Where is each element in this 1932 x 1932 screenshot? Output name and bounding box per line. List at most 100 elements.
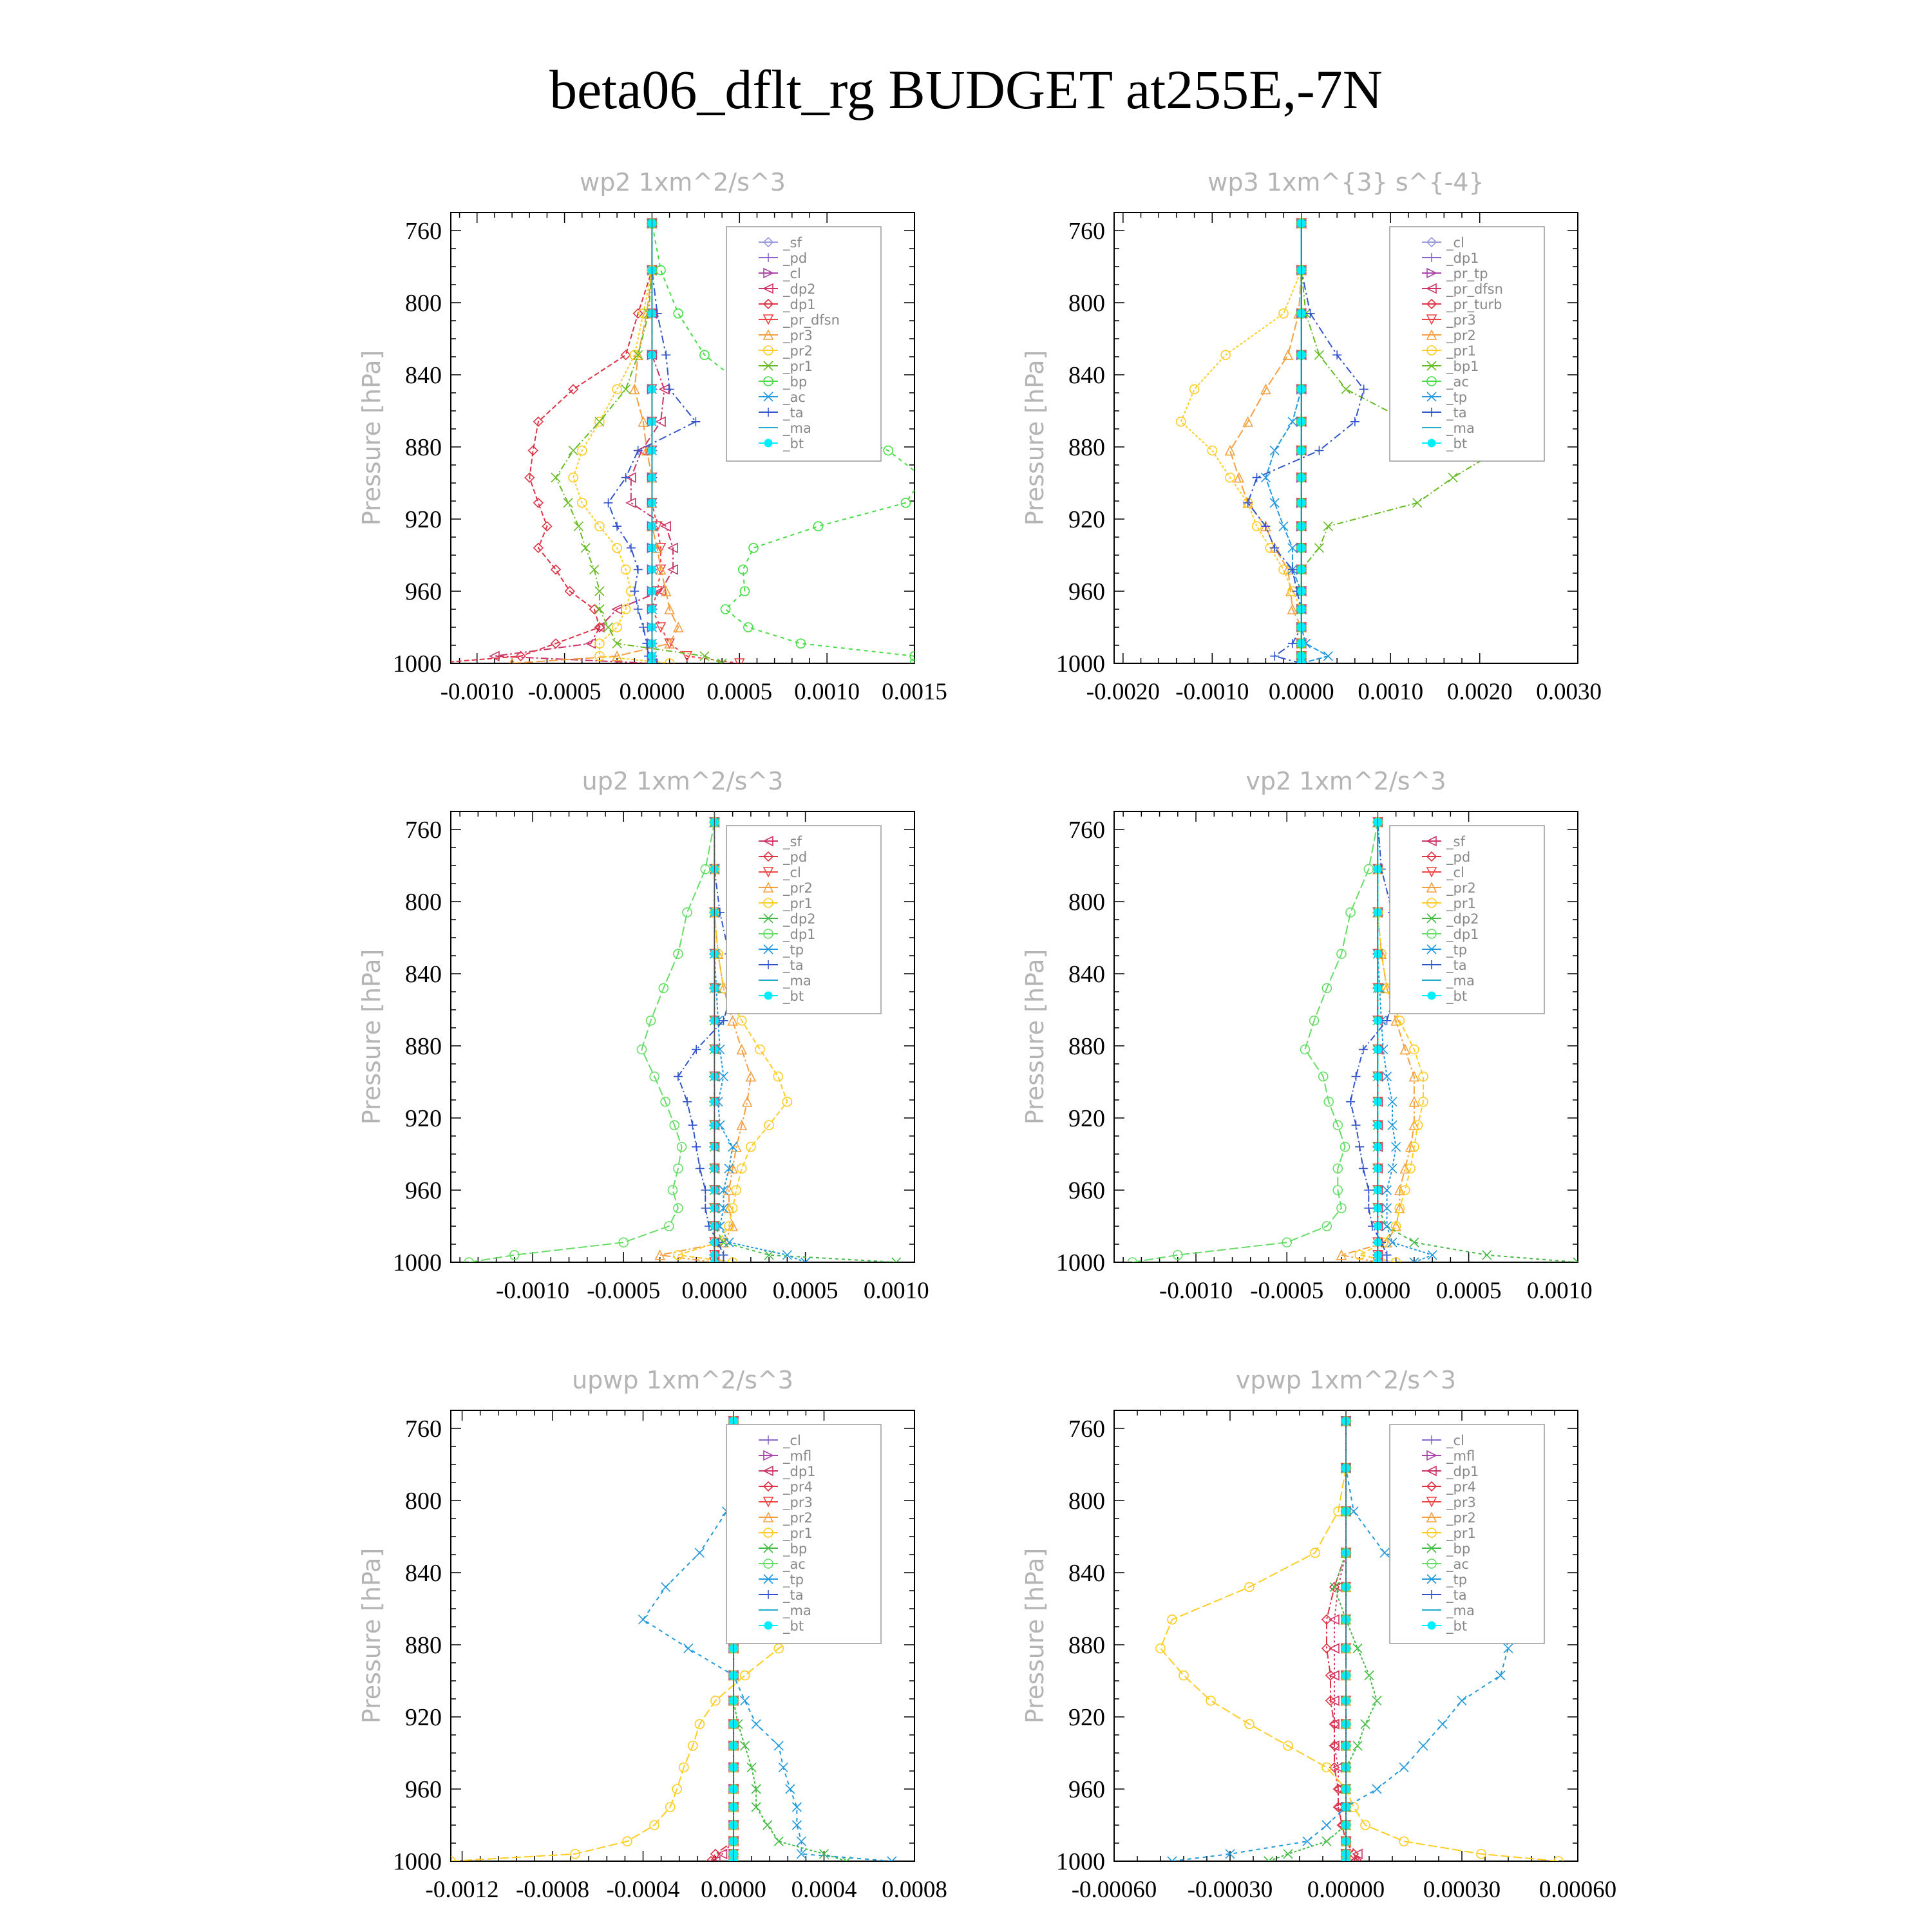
series-tp-point [1302, 1836, 1312, 1846]
series-pr2-point [1242, 416, 1253, 427]
legend: _sf_pd_cl_pr2_pr1_dp2_dp1_tp_ta_ma_bt [1389, 825, 1545, 1014]
legend-ma-label: _ma [782, 973, 811, 989]
legend-dp1-marker [762, 1465, 773, 1477]
series-tp-point [773, 1741, 784, 1751]
legend-mfl-marker [763, 1450, 774, 1461]
series-ta-point [665, 384, 674, 394]
series-pr2-point [568, 472, 578, 483]
y-axis-label: Pressure [hPa] [357, 949, 386, 1125]
series-pr3-point [660, 585, 672, 596]
series-bp1-point [1323, 521, 1333, 531]
series-pr-dfsn-point [655, 622, 667, 633]
x-tick-label: 0.0005 [706, 679, 772, 705]
series-ta-point [691, 417, 701, 426]
series-pr4-point [1329, 1719, 1340, 1730]
legend-sf-marker [1426, 835, 1437, 847]
legend-bt-label: _bt [782, 1618, 804, 1634]
series-bp-point [762, 1820, 773, 1830]
y-tick-label: 760 [1068, 817, 1105, 844]
series-pr1-point [1244, 1582, 1255, 1593]
legend-cl-marker [763, 267, 774, 279]
legend-dp1-marker [1426, 1465, 1437, 1477]
series-dp2-point [667, 564, 678, 575]
series-bp-point [746, 1762, 757, 1772]
series-ta-point [626, 543, 636, 553]
series-bp-point [751, 1802, 761, 1812]
series-tp-point [718, 1203, 729, 1213]
series-pr-dfsn-point [734, 658, 745, 663]
legend-dp1-label: _dp1 [782, 927, 816, 943]
series-bp-point [1321, 1836, 1332, 1846]
legend-pr1-label: _pr1 [1446, 896, 1476, 912]
legend-dp1-label: _dp1 [1446, 251, 1479, 267]
series-pr2-point [576, 497, 587, 508]
x-tick-label: 0.00000 [1307, 1877, 1385, 1903]
y-tick-label: 800 [1068, 1488, 1105, 1515]
legend-ma-label: _ma [1446, 1603, 1475, 1619]
series-ta-point [1243, 498, 1253, 507]
legend-ta-label: _ta [782, 958, 804, 974]
series-tp-point [1287, 543, 1298, 553]
series-pr1-point [673, 1250, 683, 1260]
legend-bp-marker [763, 1543, 773, 1553]
series-ta-point [683, 1097, 692, 1106]
series-pr1-point [1399, 1836, 1409, 1846]
x-tick-label: 0.0030 [1536, 679, 1602, 705]
series-tp-point [740, 1696, 750, 1706]
series-pr1-point [710, 1696, 721, 1706]
series-pr2-point [745, 1070, 757, 1082]
series-pr2-point [1336, 1249, 1347, 1260]
series-tp-point [1381, 1221, 1392, 1231]
x-tick-label: -0.0010 [1159, 1278, 1233, 1304]
series-pr1-point [1220, 350, 1231, 361]
series-dp1-point [1340, 1142, 1350, 1152]
series-dp1-point [1332, 1163, 1343, 1174]
series-bp-point [1352, 1741, 1363, 1751]
series-pr1-line [677, 822, 788, 1262]
series-ta-point [1382, 1250, 1392, 1260]
x-tick-label: 0.0000 [701, 1877, 766, 1903]
series-pr2-point [594, 416, 605, 427]
plot-frame [450, 811, 915, 1263]
legend-sf-marker [762, 835, 773, 847]
series-ta-point [1332, 350, 1342, 360]
legend-ac-label: _ac [782, 390, 806, 406]
panel-title: vpwp 1xm^2/s^3 [1236, 1366, 1456, 1394]
x-tick-label: 0.0008 [882, 1877, 947, 1903]
series-bp-point [739, 586, 750, 596]
legend-dp1-marker [763, 929, 773, 939]
series-ta-point [695, 1164, 705, 1173]
series-tp-point [1167, 1856, 1177, 1861]
legend-pr1-marker [1426, 345, 1437, 355]
series-pr1-point [594, 604, 605, 614]
series-pr2-point [594, 650, 605, 661]
series-pr1-point [1418, 1071, 1428, 1082]
legend-sf-label: _sf [782, 235, 802, 251]
series-pr1-point [665, 1802, 676, 1812]
series-dp2-point [489, 650, 500, 662]
series-ta-point [1355, 1142, 1365, 1151]
legend-dp1-label: _dp1 [1446, 927, 1479, 943]
legend-tp-marker [1426, 1574, 1437, 1584]
y-tick-label: 760 [1068, 218, 1105, 245]
legend-pr3-label: _pr3 [1446, 312, 1476, 328]
legend-pd-marker [762, 851, 774, 862]
y-tick-label: 920 [405, 1704, 442, 1731]
legend-box [1389, 226, 1545, 462]
series-tp-point [1269, 498, 1280, 508]
series-dp1-point [1345, 907, 1356, 918]
series-pr1-point [1176, 416, 1186, 427]
legend-bp-marker [763, 376, 773, 386]
series-tp-point [728, 1142, 738, 1152]
x-tick-label: 0.00030 [1423, 1877, 1501, 1903]
series-tp-point [887, 1856, 897, 1861]
series-ta-point [603, 498, 613, 507]
legend-dp2-label: _dp2 [1446, 911, 1479, 927]
series-pr1-point [580, 543, 591, 553]
y-tick-label: 880 [405, 1033, 442, 1060]
series-tp-point [791, 1820, 802, 1830]
y-tick-label: 880 [405, 1632, 442, 1659]
series-tp-point [1269, 446, 1280, 456]
series-pr3-point [629, 383, 640, 395]
legend-pr3-label: _pr3 [782, 1495, 813, 1511]
